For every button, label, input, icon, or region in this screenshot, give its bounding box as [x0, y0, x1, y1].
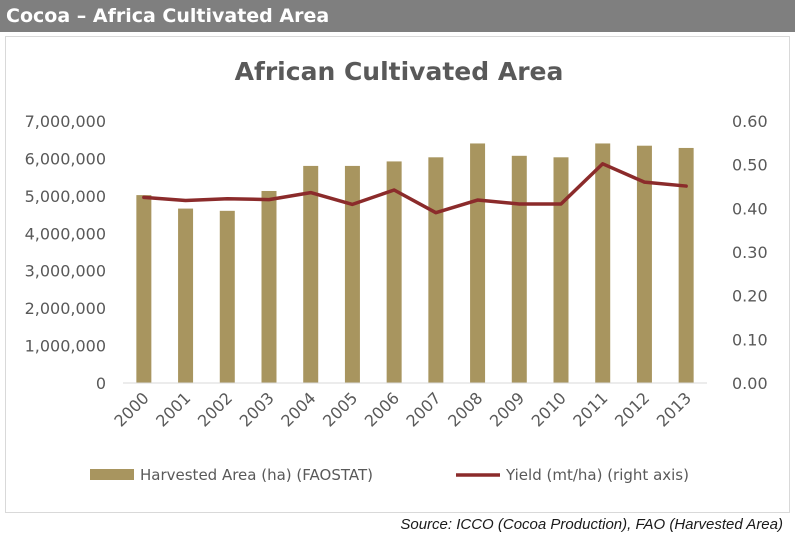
bar-harvested-area [386, 161, 402, 383]
x-tick-label: 2011 [569, 388, 611, 430]
bar-harvested-area [428, 157, 444, 383]
y-right-tick-label: 0.30 [732, 243, 768, 262]
source-note: Source: ICCO (Cocoa Production), FAO (Ha… [400, 516, 783, 533]
page-header: Cocoa – Africa Cultivated Area [0, 0, 795, 32]
y-right-tick-label: 0.10 [732, 330, 768, 349]
bar-harvested-area [303, 165, 319, 383]
bar-harvested-area [470, 143, 486, 383]
bar-harvested-area [178, 208, 194, 383]
y-right-tick-label: 0.60 [732, 112, 768, 131]
bar-harvested-area [636, 145, 652, 383]
bar-harvested-area [511, 155, 527, 383]
bar-harvested-area [136, 195, 152, 383]
chart-title: African Cultivated Area [235, 57, 564, 86]
bar-harvested-area [595, 143, 611, 383]
header-title: Cocoa – Africa Cultivated Area [6, 5, 330, 27]
y-left-tick-label: 1,000,000 [25, 337, 106, 356]
bar-harvested-area [344, 165, 360, 383]
y-right-tick-label: 0.20 [732, 287, 768, 306]
x-tick-label: 2003 [236, 388, 278, 430]
bar-harvested-area [261, 190, 277, 383]
y-left-tick-label: 0 [96, 374, 106, 393]
legend-label-yield: Yield (mt/ha) (right axis) [505, 466, 689, 484]
x-tick-label: 2001 [152, 388, 194, 430]
x-tick-label: 2013 [653, 388, 695, 430]
y-right-tick-label: 0.50 [732, 156, 768, 175]
x-tick-label: 2009 [486, 388, 528, 430]
yield-line [142, 162, 688, 215]
chart-container: African Cultivated Area 0 1,000,000 2,000,… [5, 36, 790, 513]
y-left-tick-label: 7,000,000 [25, 112, 106, 131]
chart-svg: African Cultivated Area 0 1,000,000 2,000,… [25, 57, 768, 484]
x-tick-label: 2010 [528, 388, 570, 430]
y-right-tick-label: 0.00 [732, 374, 768, 393]
legend-label-harvested-area: Harvested Area (ha) (FAOSTAT) [140, 466, 373, 484]
bar-harvested-area [678, 147, 694, 383]
x-tick-label: 2008 [444, 388, 486, 430]
y-left-tick-label: 4,000,000 [25, 224, 106, 243]
x-tick-label: 2006 [361, 388, 403, 430]
legend-bar-swatch [90, 469, 134, 480]
x-tick-label: 2005 [319, 388, 361, 430]
bar-harvested-area [553, 157, 569, 383]
y-left-tick-label: 6,000,000 [25, 149, 106, 168]
x-tick-label: 2007 [402, 388, 444, 430]
x-tick-label: 2002 [194, 388, 236, 430]
y-left-tick-label: 2,000,000 [25, 299, 106, 318]
y-left-tick-label: 5,000,000 [25, 187, 106, 206]
y-left-tick-label: 3,000,000 [25, 262, 106, 281]
x-tick-label: 2000 [110, 388, 152, 430]
x-tick-label: 2012 [611, 388, 653, 430]
x-tick-label: 2004 [277, 388, 319, 430]
bar-harvested-area [219, 210, 235, 383]
y-right-tick-label: 0.40 [732, 199, 768, 218]
